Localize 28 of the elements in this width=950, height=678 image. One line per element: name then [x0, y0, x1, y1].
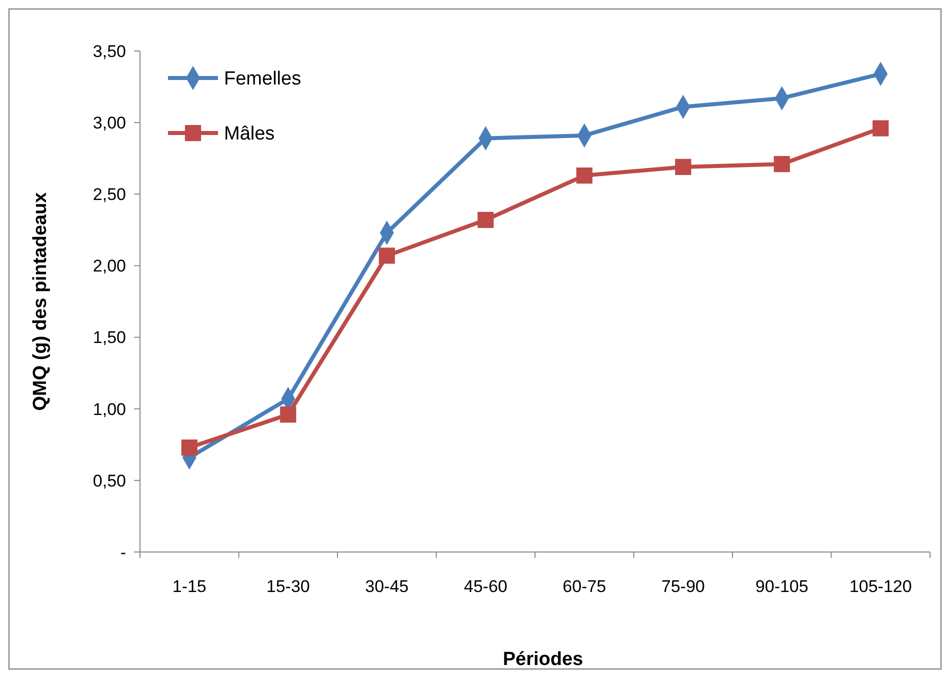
point: [872, 120, 889, 136]
x-tick-label: 105-120: [849, 577, 912, 596]
point: [576, 167, 592, 184]
legend-label: Mâles: [224, 124, 275, 145]
x-tick-label: 60-75: [562, 577, 606, 596]
x-tick-label: 45-60: [464, 577, 508, 596]
point: [378, 248, 395, 264]
point: [675, 158, 692, 176]
y-tick-label: 2,50: [92, 185, 126, 204]
point: [181, 439, 198, 456]
x-axis-title: Périodes: [502, 649, 584, 670]
x-tick-label: 15-30: [266, 577, 310, 596]
y-tick-label: 3,00: [92, 114, 126, 133]
x-tick-label: 1-15: [172, 577, 206, 596]
y-axis-title: QMQ (g) des pintadeaux: [30, 192, 51, 411]
y-tick-label: 3,50: [92, 42, 126, 61]
point: [774, 156, 790, 172]
x-tick-label: 90-105: [755, 577, 808, 596]
y-tick-label: 2,00: [92, 256, 126, 276]
point: [280, 406, 296, 423]
y-tick-label: 1,50: [92, 328, 126, 348]
y-tick-label: 1,00: [92, 400, 126, 419]
y-tick-label: -: [120, 542, 126, 562]
legend-label: Femelles: [224, 68, 302, 90]
point: [478, 212, 494, 228]
y-tick-label: 0,50: [92, 471, 126, 490]
x-tick-label: 75-90: [661, 577, 705, 596]
x-tick-label: 30-45: [365, 577, 409, 596]
